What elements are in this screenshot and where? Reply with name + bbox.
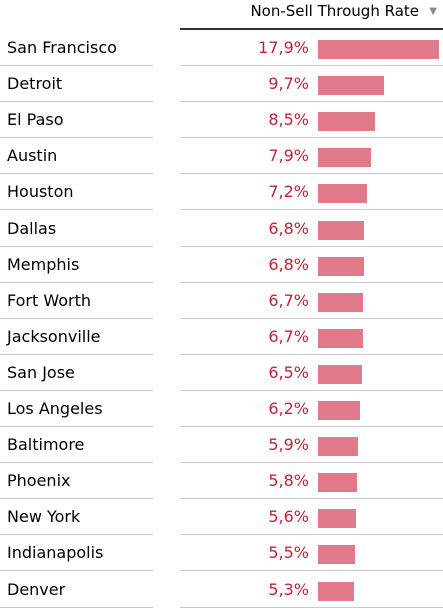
- value-label: 5,8%: [268, 471, 309, 491]
- row-divider: [0, 389, 153, 391]
- data-bar: [318, 581, 354, 601]
- table-row: El Paso 8,5%: [0, 103, 443, 139]
- column-header-label: Non-Sell Through Rate: [250, 2, 419, 20]
- city-label: El Paso: [7, 110, 64, 130]
- city-label: Phoenix: [7, 471, 71, 491]
- row-divider: [180, 498, 443, 500]
- row-divider: [0, 317, 153, 319]
- table-row: Dallas 6,8%: [0, 212, 443, 248]
- city-label: San Jose: [7, 362, 75, 382]
- table-row: Phoenix 5,8%: [0, 464, 443, 500]
- city-label: Los Angeles: [7, 399, 103, 418]
- data-bar: [318, 509, 356, 529]
- table-row: Baltimore 5,9%: [0, 428, 443, 464]
- data-bar: [318, 148, 371, 168]
- sort-descending-icon[interactable]: ▼: [429, 6, 437, 17]
- row-divider: [180, 317, 443, 319]
- table-row: New York 5,6%: [0, 500, 443, 536]
- data-bar: [318, 364, 362, 384]
- row-divider: [180, 137, 443, 139]
- row-divider: [0, 173, 153, 175]
- table-row: San Jose 6,5%: [0, 356, 443, 392]
- row-divider: [0, 498, 153, 500]
- data-bar: [318, 220, 364, 240]
- row-divider: [0, 281, 153, 283]
- value-label: 9,7%: [268, 74, 309, 94]
- data-bar: [318, 40, 439, 59]
- city-label: Dallas: [7, 218, 57, 238]
- value-label: 5,9%: [268, 435, 309, 455]
- row-divider: [180, 462, 443, 464]
- row-divider: [0, 245, 153, 247]
- row-divider: [180, 389, 443, 391]
- data-bar: [318, 473, 357, 493]
- city-label: Memphis: [7, 254, 80, 274]
- city-label: Baltimore: [7, 435, 85, 455]
- table-row: Detroit 9,7%: [0, 67, 443, 103]
- data-bar: [318, 292, 363, 312]
- row-divider: [0, 570, 153, 572]
- value-label: 7,2%: [268, 182, 309, 202]
- table-row: Houston 7,2%: [0, 175, 443, 211]
- city-label: New York: [7, 507, 81, 527]
- row-divider: [180, 606, 443, 608]
- data-bar: [318, 256, 364, 276]
- column-header[interactable]: Non-Sell Through Rate ▼: [180, 0, 443, 30]
- row-divider: [0, 462, 153, 464]
- value-label: 17,9%: [258, 38, 309, 57]
- value-label: 5,5%: [268, 543, 309, 563]
- table-row: Memphis 6,8%: [0, 248, 443, 284]
- value-label: 7,9%: [268, 146, 309, 166]
- city-label: San Francisco: [7, 38, 117, 57]
- city-label: Indianapolis: [7, 543, 104, 563]
- value-label: 6,8%: [268, 218, 309, 238]
- table-row: Los Angeles 6,2%: [0, 392, 443, 428]
- row-divider: [180, 570, 443, 572]
- table-row: Denver 5,3%: [0, 573, 443, 609]
- row-divider: [180, 209, 443, 211]
- row-divider: [180, 245, 443, 247]
- table-row: San Francisco 17,9%: [0, 31, 443, 67]
- row-divider: [180, 281, 443, 283]
- value-label: 6,8%: [268, 254, 309, 274]
- table-row: Austin 7,9%: [0, 139, 443, 175]
- city-label: Denver: [7, 579, 66, 599]
- table-row: Indianapolis 5,5%: [0, 536, 443, 572]
- row-divider: [180, 65, 443, 66]
- row-divider: [0, 137, 153, 139]
- data-bar: [318, 76, 384, 96]
- table-row: Fort Worth 6,7%: [0, 284, 443, 320]
- city-label: Austin: [7, 146, 58, 166]
- row-divider: [0, 101, 153, 103]
- value-label: 5,6%: [268, 507, 309, 527]
- city-label: Houston: [7, 182, 74, 202]
- row-divider: [0, 209, 153, 211]
- row-divider: [0, 534, 153, 536]
- row-divider: [180, 426, 443, 427]
- row-divider: [180, 101, 443, 103]
- row-divider: [180, 534, 443, 536]
- value-label: 6,5%: [268, 362, 309, 382]
- row-divider: [180, 173, 443, 175]
- data-bar: [318, 437, 358, 457]
- row-divider: [0, 353, 153, 355]
- row-divider: [0, 426, 153, 427]
- row-divider: [180, 353, 443, 355]
- value-label: 5,3%: [268, 579, 309, 599]
- table-row: Jacksonville 6,7%: [0, 320, 443, 356]
- data-bar: [318, 112, 375, 132]
- city-label: Fort Worth: [7, 290, 92, 310]
- value-label: 6,7%: [268, 290, 309, 310]
- row-divider: [0, 606, 153, 608]
- data-bar: [318, 401, 360, 420]
- value-label: 6,2%: [268, 399, 309, 418]
- data-bar: [318, 328, 363, 348]
- data-bar: [318, 184, 367, 204]
- city-label: Jacksonville: [7, 326, 101, 346]
- row-divider: [0, 65, 153, 66]
- value-label: 8,5%: [268, 110, 309, 130]
- data-bar: [318, 545, 355, 565]
- value-label: 6,7%: [268, 326, 309, 346]
- city-label: Detroit: [7, 74, 63, 94]
